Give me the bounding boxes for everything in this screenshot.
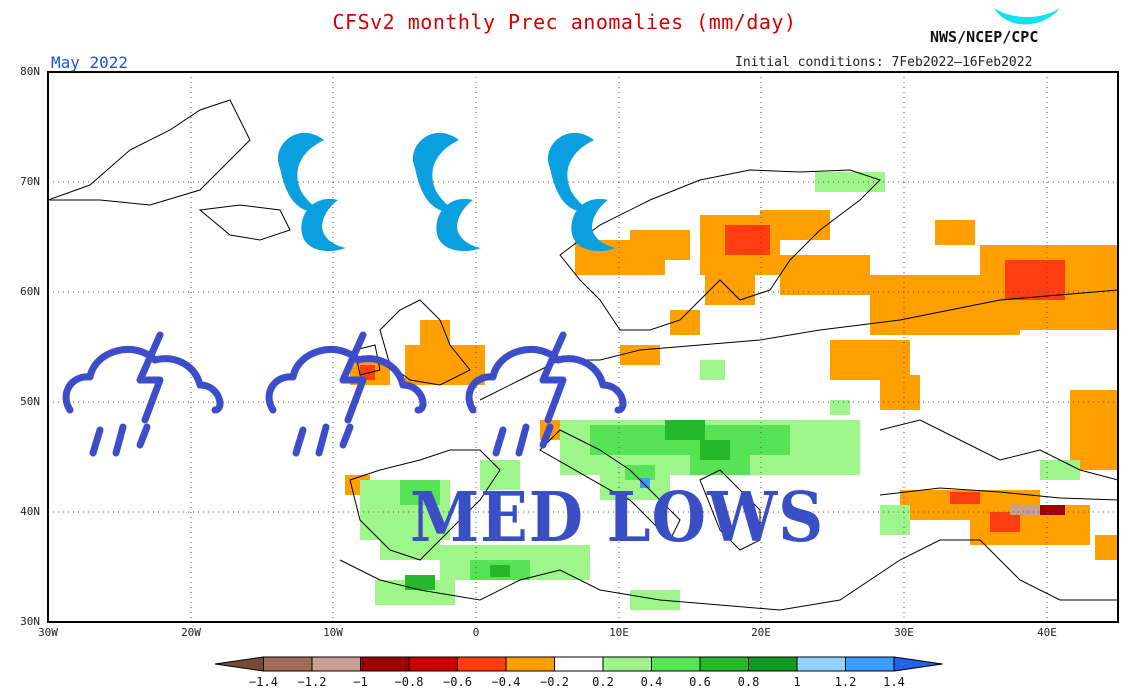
storm-cloud-icon — [62, 331, 224, 457]
colorbar-label: −0.6 — [443, 675, 472, 689]
colorbar-label: −1.4 — [249, 675, 278, 689]
colorbar-label: 1.4 — [883, 675, 905, 689]
lon-label: 30E — [894, 626, 914, 639]
logo-icon — [994, 8, 1060, 25]
storm-cloud-icon — [465, 331, 627, 457]
map-title: CFSv2 monthly Prec anomalies (mm/day) — [332, 10, 797, 34]
lat-label: 30N — [20, 615, 40, 628]
lon-label: 10E — [609, 626, 629, 639]
initial-conditions: Initial conditions: 7Feb2022—16Feb2022 — [735, 55, 1033, 70]
colorbar-label: −0.8 — [394, 675, 424, 689]
colorbar-label: 1 — [793, 675, 801, 689]
forecast-month: May 2022 — [51, 53, 129, 72]
colorbar-label: −0.2 — [540, 675, 569, 689]
lon-label: 10W — [323, 626, 343, 639]
colorbar-label: −1.2 — [297, 675, 327, 689]
lat-label: 40N — [20, 505, 40, 518]
lon-label: 0 — [472, 626, 480, 639]
colorbar-label: −0.4 — [491, 675, 521, 689]
overlay-banner: MED LOWS — [410, 478, 825, 558]
map-frame — [47, 71, 1119, 623]
colorbar-label: 0.2 — [592, 675, 614, 689]
colorbar-label: 0.6 — [689, 675, 711, 689]
raindrops-icon — [412, 132, 481, 252]
storm-cloud-icon — [265, 331, 427, 457]
dry-anomaly-areas — [345, 210, 1118, 560]
lon-label: 20W — [181, 626, 201, 639]
lon-label: 30W — [38, 626, 58, 639]
colorbar-label: 1.2 — [834, 675, 857, 689]
agency-label: NWS/NCEP/CPC — [930, 28, 1039, 46]
lat-label: 70N — [20, 175, 40, 188]
raindrops-icon — [277, 132, 346, 252]
raindrops-icon — [547, 132, 616, 252]
colorbar-label: 0.4 — [640, 675, 663, 689]
coastlines — [48, 99, 1118, 611]
lon-label: 40E — [1037, 626, 1057, 639]
strong-dry-anomaly-areas — [360, 225, 1065, 532]
lat-label: 50N — [20, 395, 40, 408]
lat-label: 80N — [20, 65, 40, 78]
lon-label: 20E — [751, 626, 771, 639]
colorbar-label: 0.8 — [737, 675, 760, 689]
colorbar-label: −1 — [353, 675, 368, 689]
lat-label: 60N — [20, 285, 40, 298]
